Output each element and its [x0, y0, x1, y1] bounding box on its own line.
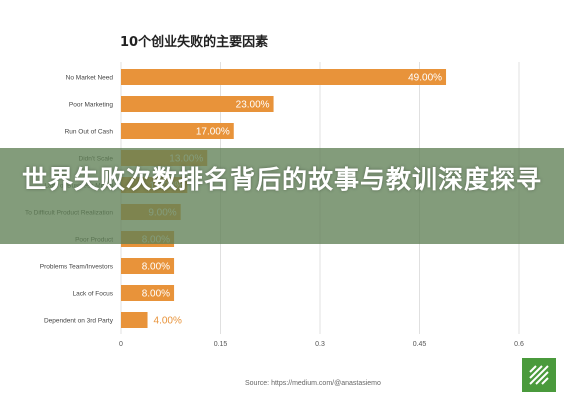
bar-value-label: 49.00%	[408, 73, 442, 84]
category-label: Problems Team/Investors	[40, 264, 114, 271]
green-corner-logo-icon	[522, 358, 556, 392]
x-tick-label: 0.3	[315, 341, 325, 348]
bar-value-label: 8.00%	[142, 262, 170, 273]
x-tick-label: 0.15	[214, 341, 228, 348]
source-note: Source: https://medium.com/@anastasiemo	[245, 380, 381, 387]
chart-title: 10个创业失败的主要因素	[120, 34, 268, 50]
bar-value-label: 23.00%	[236, 100, 270, 111]
bar	[121, 96, 274, 112]
headline: 世界失败次数排名背后的故事与教训深度探寻	[21, 165, 542, 194]
category-label: Poor Marketing	[69, 102, 113, 109]
x-axis-ticks: 0 0.15 0.3 0.45 0.6	[119, 341, 524, 348]
x-tick-label: 0	[119, 341, 123, 348]
bar-value-label: 17.00%	[196, 127, 230, 138]
bar-value-label: 4.00%	[154, 316, 182, 327]
bar-value-label: 8.00%	[142, 289, 170, 300]
x-tick-label: 0.45	[413, 341, 427, 348]
category-label: Run Out of Cash	[65, 129, 114, 136]
bar	[121, 69, 447, 85]
category-label: Lack of Focus	[73, 291, 114, 298]
bar	[121, 285, 175, 301]
headline-band	[0, 148, 564, 244]
category-label: No Market Need	[66, 75, 114, 82]
bar	[121, 123, 234, 139]
bar	[121, 312, 148, 328]
x-tick-label: 0.6	[514, 341, 524, 348]
bar	[121, 258, 175, 274]
category-label: Dependent on 3rd Party	[44, 318, 114, 325]
